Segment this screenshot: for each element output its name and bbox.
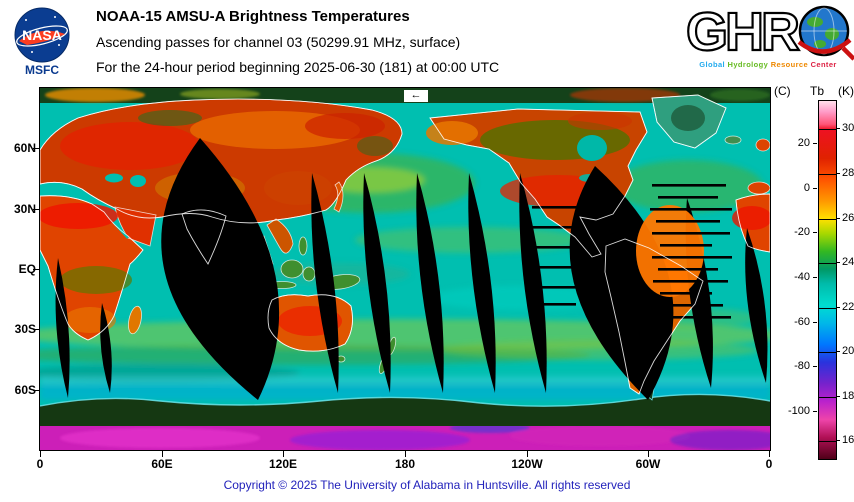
- tagline-word: Global: [699, 60, 726, 69]
- colorbar-tick: [819, 129, 836, 130]
- colorbar-tick: [819, 263, 836, 264]
- nasa-logo: NASA: [12, 5, 72, 70]
- brightness-temperature-map-image: [0, 88, 790, 450]
- axis-tick: [648, 451, 649, 457]
- colorbar-tick: [813, 143, 817, 144]
- kelvin-tick-label: 300: [842, 122, 854, 134]
- lat-tick-label: 30S: [14, 322, 36, 336]
- colorbar-tick: [813, 366, 817, 367]
- axis-tick: [33, 269, 39, 270]
- lon-tick-label: 60E: [151, 457, 173, 471]
- nasa-meatball-icon: NASA: [14, 7, 70, 63]
- lon-tick-label: 120W: [511, 457, 543, 471]
- tagline-word: Resource: [770, 60, 809, 69]
- celsius-tick-label: 20: [797, 137, 810, 149]
- colorbar-tick: [836, 173, 840, 174]
- colorbar-tick: [836, 262, 840, 263]
- map-frame: ←: [0, 87, 790, 451]
- axis-tick: [283, 451, 284, 457]
- lon-tick-label: 0: [765, 457, 773, 471]
- axis-tick: [33, 148, 39, 149]
- lon-tick-label: 60W: [635, 457, 661, 471]
- colorbar-tick: [836, 351, 840, 352]
- kelvin-tick-label: 200: [842, 345, 854, 357]
- missing-data-swaths: [55, 138, 768, 400]
- celsius-tick-label: -60: [794, 316, 810, 328]
- ghrc-acronym: GHR: [686, 4, 799, 62]
- colorbar-tick: [813, 188, 817, 189]
- axis-tick: [33, 209, 39, 210]
- colorbar-tick: [819, 397, 836, 398]
- axis-tick: [527, 451, 528, 457]
- ghrc-logo: GHR: [685, 1, 854, 67]
- lon-tick-label: 0: [36, 457, 44, 471]
- antarctic-layer: [39, 375, 790, 450]
- copyright-notice: Copyright © 2025 The University of Alaba…: [223, 478, 631, 492]
- page-title: NOAA-15 AMSU-A Brightness Temperatures: [96, 8, 410, 25]
- nasa-wordmark: NASA: [22, 27, 62, 43]
- axis-tick: [405, 451, 406, 457]
- colorbar-tick: [836, 128, 840, 129]
- lat-tick-label: 60S: [14, 383, 36, 397]
- colorbar-tick: [819, 352, 836, 353]
- colorbar-kelvin-header: (K): [838, 84, 854, 98]
- lat-tick-label: 30N: [13, 202, 36, 216]
- colorbar-quantity-header: Tb: [810, 84, 825, 98]
- colorbar-tick: [813, 322, 817, 323]
- brazil-hot-patch: [636, 205, 704, 297]
- colorbar-tick: [819, 441, 836, 442]
- axis-tick: [769, 451, 770, 457]
- colorbar-tick: [819, 308, 836, 309]
- celsius-tick-label: -20: [794, 226, 810, 238]
- colorbar-tick: [819, 219, 836, 220]
- kelvin-tick-label: 220: [842, 301, 854, 313]
- celsius-tick-label: -80: [794, 360, 810, 372]
- colorbar-tick: [836, 307, 840, 308]
- ghrc-tagline: Global Hydrology Resource Center: [682, 60, 854, 69]
- kelvin-tick-label: 240: [842, 256, 854, 268]
- axis-tick: [162, 451, 163, 457]
- colorbar: [818, 100, 837, 460]
- colorbar-celsius-header: (C): [774, 84, 791, 98]
- axis-tick: [33, 329, 39, 330]
- lat-tick-label: EQ: [18, 262, 36, 276]
- kelvin-tick-label: 160: [842, 434, 854, 446]
- scanline-dropouts: [528, 184, 732, 319]
- celsius-tick-label: -40: [794, 271, 810, 283]
- colorbar-tick: [836, 218, 840, 219]
- colorbar-tick: [813, 277, 817, 278]
- celsius-tick-label: -100: [787, 405, 810, 417]
- lon-tick-label: 120E: [268, 457, 298, 471]
- lon-tick-label: 180: [394, 457, 416, 471]
- kelvin-tick-label: 260: [842, 212, 854, 224]
- axis-tick: [33, 390, 39, 391]
- celsius-tick-label: 0: [803, 182, 810, 194]
- colorbar-tick: [813, 411, 817, 412]
- kelvin-tick-label: 280: [842, 167, 854, 179]
- colorbar-tick: [836, 396, 840, 397]
- msfc-label: MSFC: [25, 63, 59, 77]
- left-arrow-icon: ←: [404, 90, 428, 102]
- colorbar-tick: [836, 440, 840, 441]
- colorbar-tick: [813, 232, 817, 233]
- axis-tick: [40, 451, 41, 457]
- ghrc-swoosh-tail-icon: [841, 46, 854, 61]
- tagline-word: Center: [810, 60, 837, 69]
- lat-tick-label: 60N: [13, 141, 36, 155]
- kelvin-tick-label: 180: [842, 390, 854, 402]
- subtitle-channel: Ascending passes for channel 03 (50299.9…: [96, 34, 461, 50]
- subtitle-period: For the 24-hour period beginning 2025-06…: [96, 59, 500, 75]
- tagline-word: Hydrology: [727, 60, 769, 69]
- ghrc-swoosh-icon: [797, 38, 852, 54]
- ghrc-logo-icon: GHR: [685, 1, 854, 63]
- colorbar-tick: [819, 174, 836, 175]
